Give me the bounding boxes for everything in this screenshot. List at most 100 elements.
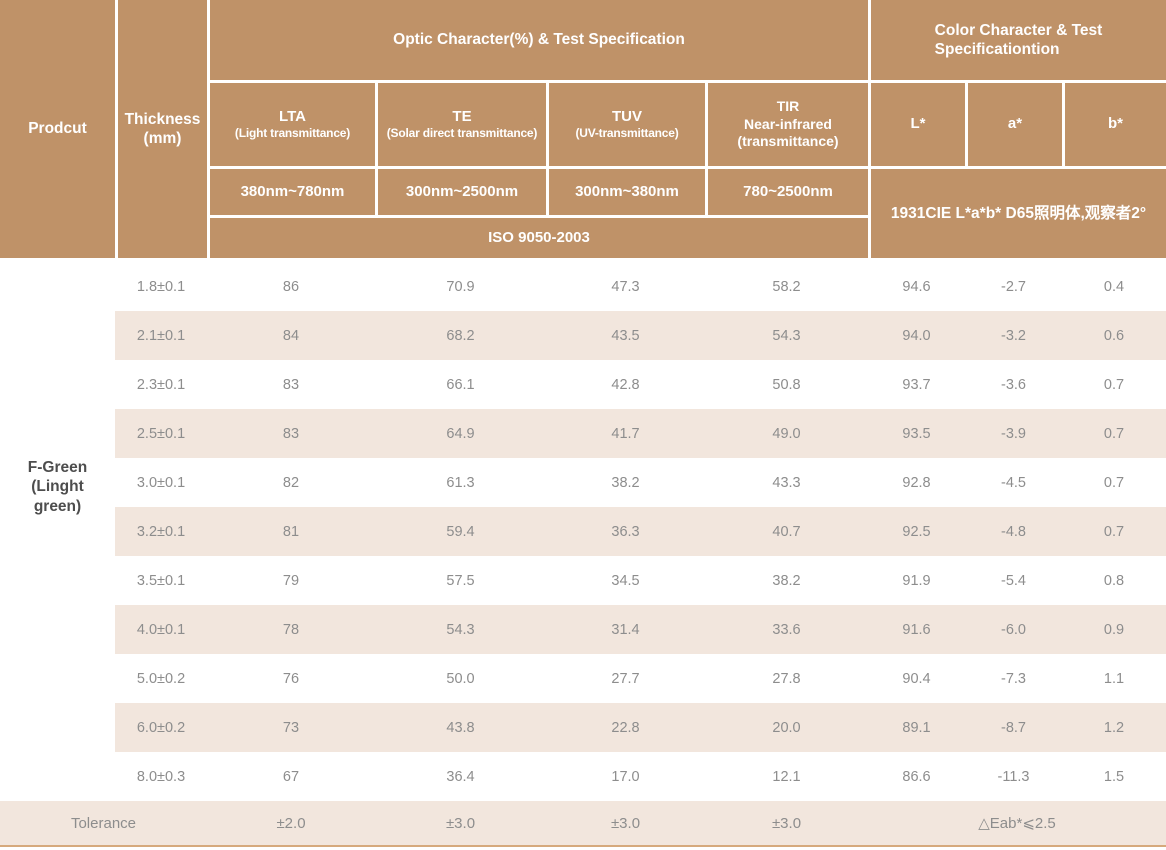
tuv-value: 22.8 [611,719,640,736]
thickness-header-line1: Thickness [124,110,201,128]
lstar-value: 94.0 [902,327,931,344]
tir-column-header: TIR Near-infrared (transmittance) [708,83,868,166]
lta-value: 79 [282,572,300,589]
astar-value: -11.3 [997,768,1030,785]
astar-value: -5.4 [1001,572,1026,589]
te-desc: (Solar direct transmittance) [386,126,538,141]
bstar-value: 0.7 [1103,523,1125,540]
bstar-value: 0.6 [1103,327,1125,344]
tir-abbr: TIR [776,98,800,115]
lta-range-cell: 380nm~780nm [210,169,375,215]
tuv-desc: (UV-transmittance) [575,126,679,141]
table-row: 2.5±0.1 83 64.9 41.7 49.0 93.5 -3.9 0.7 [0,409,1166,458]
lta-value: 84 [282,327,300,344]
bstar-value: 0.7 [1103,425,1125,442]
table-row: 3.0±0.1 82 61.3 38.2 43.3 92.8 -4.5 0.7 [0,458,1166,507]
astar-value: -7.3 [1001,670,1026,687]
lstar-value: 92.8 [902,474,931,491]
thickness-header-line2: (mm) [143,130,182,147]
astar-value: -4.8 [1001,523,1026,540]
lta-column-header: LTA (Light transmittance) [210,83,375,166]
tolerance-tuv: ±3.0 [610,814,641,832]
lstar-column-header: L* [871,83,965,166]
lta-value: 78 [282,621,300,638]
tir-value: 38.2 [772,572,801,589]
tolerance-row: Tolerance ±2.0 ±3.0 ±3.0 ±3.0 △Eab*⩽2.5 [0,801,1166,845]
tuv-value: 34.5 [611,572,640,589]
product-name-line1: F-Green [27,459,88,476]
thickness-value: 2.3±0.1 [136,376,186,393]
astar-value: -8.7 [1001,719,1026,736]
tolerance-lta: ±2.0 [276,814,306,832]
tuv-column-header: TUV (UV-transmittance) [549,83,705,166]
cie-standard-label: 1931CIE L*a*b* D65照明体,观察者2° [890,204,1147,222]
astar-value: -6.0 [1001,621,1026,638]
product-column-header: Prodcut [0,0,115,258]
te-abbr: TE [452,107,472,125]
optic-title-label: Optic Character(%) & Test Specification [393,31,685,49]
thickness-value: 6.0±0.2 [136,719,186,736]
table-row: 3.2±0.1 81 59.4 36.3 40.7 92.5 -4.8 0.7 [0,507,1166,556]
tir-value: 20.0 [772,719,801,736]
te-value: 64.9 [446,425,475,442]
thickness-value: 2.5±0.1 [136,425,186,442]
tuv-value: 42.8 [611,376,640,393]
lta-abbr: LTA [279,107,306,125]
astar-value: -2.7 [1001,278,1026,295]
table-row: 6.0±0.2 73 43.8 22.8 20.0 89.1 -8.7 1.2 [0,703,1166,752]
te-value: 54.3 [446,621,475,638]
lta-value: 82 [282,474,300,491]
tuv-value: 36.3 [611,523,640,540]
product-header-label: Prodcut [28,120,87,138]
tuv-range-cell: 300nm~380nm [549,169,705,215]
thickness-value: 2.1±0.1 [136,327,186,344]
lstar-value: 91.9 [902,572,931,589]
tuv-value: 41.7 [611,425,640,442]
tuv-value: 47.3 [611,278,640,295]
lstar-value: 93.5 [902,425,931,442]
thickness-column-header: Thickness (mm) [118,0,207,258]
table-row: 2.3±0.1 83 66.1 42.8 50.8 93.7 -3.6 0.7 [0,360,1166,409]
bstar-column-header: b* [1065,83,1166,166]
bottom-border-line [0,845,1166,847]
tir-value: 43.3 [772,474,801,491]
lstar-value: 92.5 [902,523,931,540]
astar-label: a* [1007,115,1023,133]
astar-column-header: a* [968,83,1062,166]
tir-value: 27.8 [772,670,801,687]
bstar-value: 0.7 [1103,376,1125,393]
tir-value: 12.1 [772,768,801,785]
lta-desc: (Light transmittance) [234,126,351,141]
bstar-value: 1.5 [1103,768,1125,785]
thickness-value: 3.2±0.1 [136,523,186,540]
tolerance-eab: △Eab*⩽2.5 [978,815,1056,832]
lta-value: 73 [282,719,300,736]
te-value: 36.4 [446,768,475,785]
lta-range: 380nm~780nm [240,182,345,200]
lta-value: 83 [282,376,300,393]
te-value: 70.9 [446,278,475,295]
astar-value: -3.9 [1001,425,1026,442]
te-value: 66.1 [446,376,475,393]
lstar-label: L* [910,115,926,133]
tuv-value: 17.0 [611,768,640,785]
tuv-value: 27.7 [611,670,640,687]
te-value: 68.2 [446,327,475,344]
tir-value: 54.3 [772,327,801,344]
bstar-value: 1.2 [1103,719,1125,736]
te-range-cell: 300nm~2500nm [378,169,546,215]
data-rows: 1.8±0.1 86 70.9 47.3 58.2 94.6 -2.7 0.4 … [0,262,1166,801]
iso-standard-label: ISO 9050-2003 [488,228,590,246]
bstar-label: b* [1108,115,1123,133]
te-value: 61.3 [446,474,475,491]
thickness-value: 8.0±0.3 [136,768,186,785]
product-name: F-Green (Linght green) [0,458,115,516]
thickness-value: 3.0±0.1 [136,474,186,491]
optic-section-title: Optic Character(%) & Test Specification [210,0,868,80]
table-row: 4.0±0.1 78 54.3 31.4 33.6 91.6 -6.0 0.9 [0,605,1166,654]
bstar-value: 0.7 [1103,474,1125,491]
te-value: 59.4 [446,523,475,540]
tir-desc-line2: (transmittance) [737,133,839,150]
bstar-value: 0.9 [1103,621,1125,638]
tolerance-te: ±3.0 [445,814,476,832]
